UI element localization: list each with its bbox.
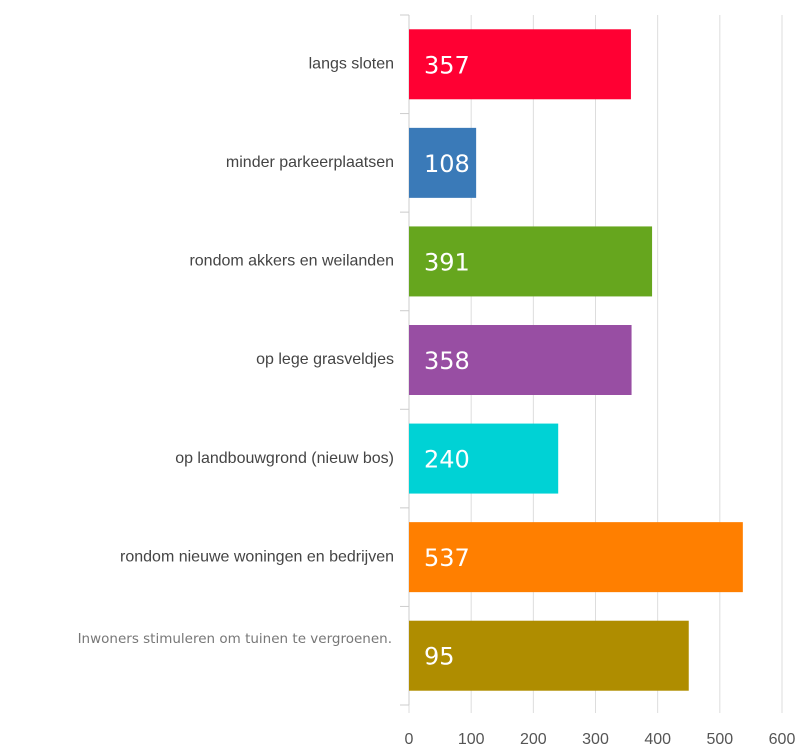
x-tick-label: 300 — [582, 731, 609, 748]
value-label: 95 — [424, 643, 455, 671]
x-tick-label: 400 — [644, 731, 671, 748]
y-tick-label: op landbouwgrond (nieuw bos) — [175, 450, 394, 467]
value-label: 108 — [424, 150, 470, 178]
bar — [409, 325, 632, 395]
value-label: 391 — [424, 248, 470, 276]
y-tick-label: langs sloten — [309, 56, 394, 73]
x-tick-label: 200 — [520, 731, 547, 748]
bar — [409, 226, 653, 297]
x-tick-label: 100 — [458, 731, 485, 748]
bar — [409, 127, 477, 198]
y-tick-label: rondom akkers en weilanden — [189, 253, 394, 270]
y-tick-label: Inwoners stimuleren om tuinen te vergroe… — [77, 630, 392, 647]
bar — [409, 423, 559, 494]
value-label: 357 — [424, 51, 470, 79]
value-label: 358 — [424, 347, 470, 375]
x-tick-label: 600 — [769, 731, 796, 748]
value-label: 240 — [424, 446, 470, 474]
bar — [409, 29, 631, 100]
bar — [409, 620, 689, 691]
y-tick-label: op lege grasveldjes — [256, 351, 394, 368]
category-label-box: Inwoners stimuleren om tuinen te vergroe… — [77, 630, 392, 647]
value-label: 537 — [424, 544, 470, 572]
bar — [409, 522, 743, 593]
x-tick-label: 0 — [405, 731, 414, 748]
x-tick-label: 500 — [706, 731, 733, 748]
y-tick-label: rondom nieuwe woningen en bedrijven — [120, 548, 394, 565]
y-tick-label: minder parkeerplaatsen — [226, 154, 394, 171]
